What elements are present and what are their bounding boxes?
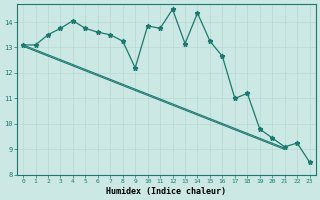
X-axis label: Humidex (Indice chaleur): Humidex (Indice chaleur): [106, 187, 226, 196]
